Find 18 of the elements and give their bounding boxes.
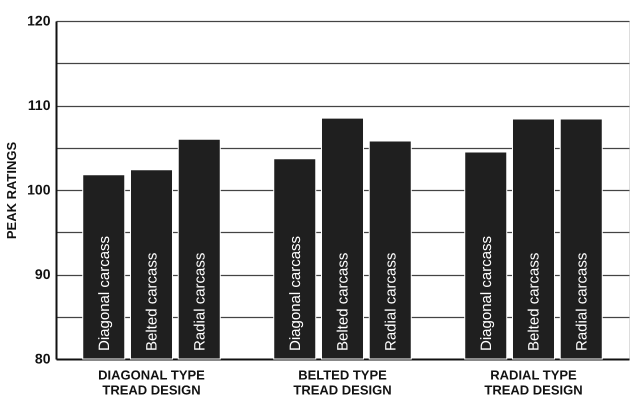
y-tick-label: 90 xyxy=(34,266,51,282)
text: Radial carcass xyxy=(382,252,400,351)
x-tick-label: DIAGONAL TYPE TREAD DESIGN xyxy=(98,368,206,398)
text: Belted carcass xyxy=(334,252,352,351)
series-label: Diagonal carcass xyxy=(96,236,113,351)
y-axis-title: PEAK RATINGS xyxy=(4,142,20,240)
text: Diagonal carcass xyxy=(286,236,304,351)
series-label: Belted carcass xyxy=(144,252,160,351)
y-tick-label: 100 xyxy=(27,182,51,198)
text: Belted carcass xyxy=(526,252,542,351)
x-tick-label: BELTED TYPE TREAD DESIGN xyxy=(293,368,392,398)
series-label: Radial carcass xyxy=(191,252,208,351)
y-tick-label: 80 xyxy=(34,350,51,366)
x-tick-label: RADIAL TYPE TREAD DESIGN xyxy=(484,368,583,398)
text: Radial carcass xyxy=(573,252,590,351)
text: Diagonal carcass xyxy=(478,236,495,351)
y-tick-label: 110 xyxy=(28,97,51,113)
y-tick-label: 120 xyxy=(27,12,51,28)
